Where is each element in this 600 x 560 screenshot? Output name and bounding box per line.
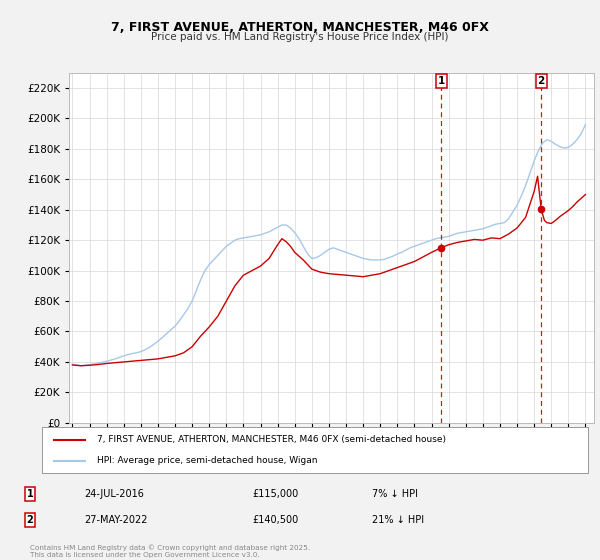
Text: 1: 1 (437, 76, 445, 86)
Text: 7, FIRST AVENUE, ATHERTON, MANCHESTER, M46 0FX: 7, FIRST AVENUE, ATHERTON, MANCHESTER, M… (111, 21, 489, 34)
Text: 7% ↓ HPI: 7% ↓ HPI (372, 489, 418, 499)
Text: Contains HM Land Registry data © Crown copyright and database right 2025.
This d: Contains HM Land Registry data © Crown c… (30, 544, 310, 558)
Text: 27-MAY-2022: 27-MAY-2022 (84, 515, 148, 525)
Text: 24-JUL-2016: 24-JUL-2016 (84, 489, 144, 499)
Text: HPI: Average price, semi-detached house, Wigan: HPI: Average price, semi-detached house,… (97, 456, 317, 465)
Text: £115,000: £115,000 (252, 489, 298, 499)
Text: 2: 2 (26, 515, 34, 525)
Text: 2: 2 (538, 76, 545, 86)
Text: 21% ↓ HPI: 21% ↓ HPI (372, 515, 424, 525)
Text: 1: 1 (26, 489, 34, 499)
Text: £140,500: £140,500 (252, 515, 298, 525)
Text: 7, FIRST AVENUE, ATHERTON, MANCHESTER, M46 0FX (semi-detached house): 7, FIRST AVENUE, ATHERTON, MANCHESTER, M… (97, 435, 446, 444)
Text: Price paid vs. HM Land Registry's House Price Index (HPI): Price paid vs. HM Land Registry's House … (151, 32, 449, 43)
